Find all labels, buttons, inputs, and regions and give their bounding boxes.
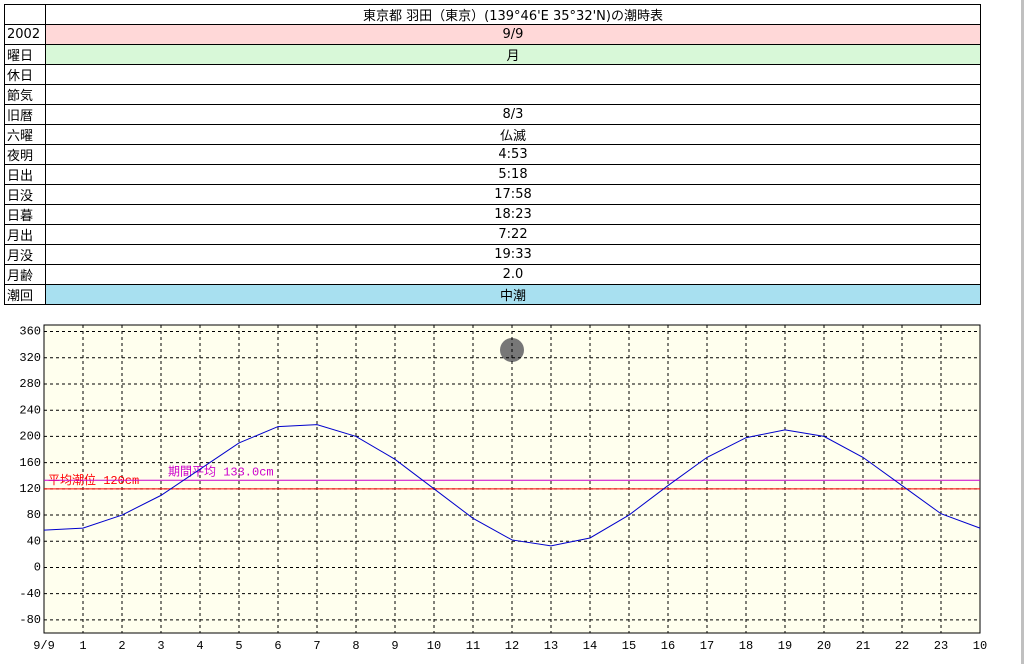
y-tick-label: 120: [19, 482, 41, 496]
x-tick-label: 16: [661, 639, 675, 653]
tide-table: 東京都 羽田（東京）(139°46'E 35°32'N)の潮時表 2002 9/9…: [4, 4, 981, 305]
table-row: 旧暦 8/3: [4, 104, 981, 125]
table-row: 2002 9/9: [4, 24, 981, 45]
value-cell: 17:58: [45, 184, 981, 205]
x-tick-label: 18: [739, 639, 753, 653]
y-tick-label: 360: [19, 325, 41, 339]
x-tick-label: 4: [196, 639, 203, 653]
label-cell: 日没: [4, 184, 46, 205]
x-tick-label: 9/9: [33, 639, 55, 653]
x-tick-label: 21: [856, 639, 870, 653]
value-cell: 18:23: [45, 204, 981, 225]
table-row: 日暮 18:23: [4, 204, 981, 225]
x-tick-label: 8: [352, 639, 359, 653]
label-cell: 月出: [4, 224, 46, 245]
table-row: 月没 19:33: [4, 244, 981, 265]
y-tick-label: 200: [19, 430, 41, 444]
value-cell: 5:18: [45, 164, 981, 185]
label-cell: 月齢: [4, 264, 46, 285]
x-tick-label: 19: [778, 639, 792, 653]
x-tick-label: 6: [274, 639, 281, 653]
value-cell: 月: [45, 44, 981, 65]
table-row: 日出 5:18: [4, 164, 981, 185]
label-cell: 六曜: [4, 124, 46, 145]
x-tick-label: 9: [391, 639, 398, 653]
value-cell: [45, 64, 981, 85]
table-row: 潮回 中潮: [4, 284, 981, 305]
table-row: 月出 7:22: [4, 224, 981, 245]
x-tick-label: 20: [817, 639, 831, 653]
x-tick-label: 10: [427, 639, 441, 653]
y-tick-label: 40: [27, 534, 41, 548]
label-cell: 節気: [4, 84, 46, 105]
table-row: 休日: [4, 64, 981, 85]
y-tick-label: 280: [19, 377, 41, 391]
x-tick-label: 12: [505, 639, 519, 653]
value-cell: 中潮: [45, 284, 981, 305]
label-cell: 休日: [4, 64, 46, 85]
table-row: 日没 17:58: [4, 184, 981, 205]
table-row: 節気: [4, 84, 981, 105]
label-cell: 潮回: [4, 284, 46, 305]
table-row: 夜明 4:53: [4, 144, 981, 165]
x-tick-label: 5: [235, 639, 242, 653]
y-tick-label: 160: [19, 456, 41, 470]
value-cell: 仏滅: [45, 124, 981, 145]
x-tick-label: 2: [118, 639, 125, 653]
y-tick-label: 240: [19, 403, 41, 417]
x-tick-label: 1: [79, 639, 86, 653]
x-tick-label: 23: [934, 639, 948, 653]
blank-cell: [4, 4, 46, 25]
y-tick-label: 0: [34, 561, 41, 575]
value-cell: 7:22: [45, 224, 981, 245]
x-tick-label: 22: [895, 639, 909, 653]
y-tick-label: -40: [19, 587, 41, 601]
x-tick-label: 13: [544, 639, 558, 653]
label-cell: 日暮: [4, 204, 46, 225]
x-tick-label: 3: [157, 639, 164, 653]
label-cell: 月没: [4, 244, 46, 265]
table-row: 六曜 仏滅: [4, 124, 981, 145]
value-cell: 8/3: [45, 104, 981, 125]
tide-line: [43, 424, 981, 547]
label-cell: 旧暦: [4, 104, 46, 125]
value-cell: [45, 84, 981, 105]
table-title: 東京都 羽田（東京）(139°46'E 35°32'N)の潮時表: [45, 4, 981, 25]
table-row: 月齢 2.0: [4, 264, 981, 285]
value-cell: 2.0: [45, 264, 981, 285]
label-cell: 日出: [4, 164, 46, 185]
value-cell: 9/9: [45, 24, 981, 45]
x-tick-label: 10: [973, 639, 987, 653]
label-cell: 夜明: [4, 144, 46, 165]
value-cell: 4:53: [45, 144, 981, 165]
x-tick-label: 17: [700, 639, 714, 653]
plot-area: [43, 324, 981, 634]
x-tick-label: 11: [466, 639, 480, 653]
x-tick-label: 14: [583, 639, 597, 653]
y-tick-label: -80: [19, 613, 41, 627]
reference-label: 期間平均 133.0cm: [168, 464, 274, 479]
label-cell: 2002: [4, 24, 46, 45]
x-tick-label: 7: [313, 639, 320, 653]
y-tick-label: 80: [27, 508, 41, 522]
value-cell: 19:33: [45, 244, 981, 265]
label-cell: 曜日: [4, 44, 46, 65]
table-row: 曜日月: [4, 44, 981, 65]
x-tick-label: 15: [622, 639, 636, 653]
y-tick-label: 320: [19, 351, 41, 365]
